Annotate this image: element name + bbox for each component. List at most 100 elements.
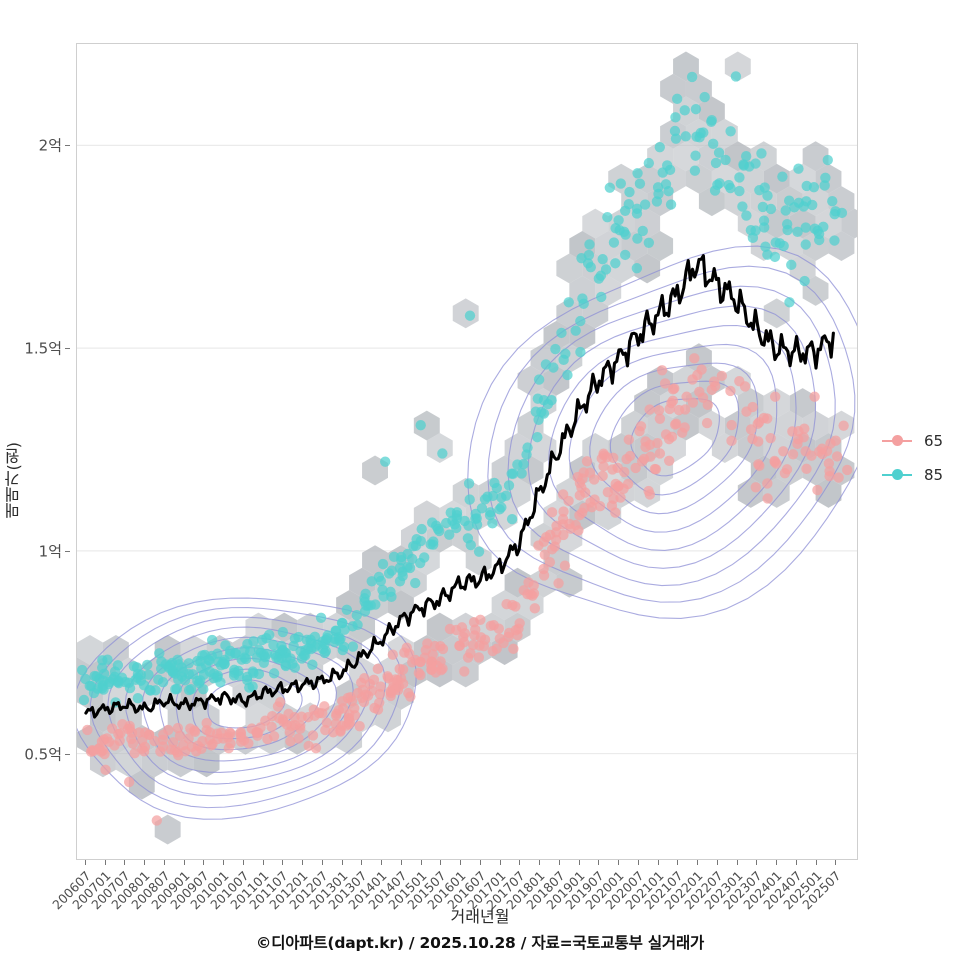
scatter-point [792, 438, 803, 450]
scatter-point [738, 160, 749, 171]
scatter-point [100, 764, 111, 776]
scatter-point [799, 423, 810, 434]
scatter-point [726, 435, 737, 447]
scatter-point [784, 297, 795, 308]
legend: 65 85 [882, 424, 960, 492]
scatter-point [645, 451, 656, 462]
scatter-point [157, 677, 169, 688]
density-contour [527, 305, 817, 569]
scatter-point [699, 91, 710, 103]
hexbin-cell [634, 253, 661, 284]
scatter-point [696, 364, 707, 375]
scatter-point [374, 688, 386, 700]
scatter-point [653, 188, 664, 200]
scatter-point [285, 736, 296, 747]
hexbin-cell [556, 253, 583, 284]
scatter-point [225, 728, 236, 739]
scatter-point [747, 401, 758, 413]
scatter-point [473, 546, 485, 557]
hexbin-cell [673, 141, 699, 172]
y-axis-title-text: 매매가(원) [4, 441, 23, 519]
scatter-point [623, 434, 634, 445]
chart-caption: ©디아파트(dapt.kr) / 2025.10.28 / 자료=국토교통부 실… [255, 934, 705, 952]
scatter-point [558, 506, 569, 517]
scatter-point [315, 612, 327, 623]
x-tick-mark [519, 860, 521, 865]
scatter-point [518, 458, 529, 470]
scatter-point [814, 234, 825, 246]
scatter-point [143, 669, 154, 680]
x-tick-mark [262, 860, 264, 865]
scatter-point [451, 513, 462, 524]
scatter-point [351, 610, 362, 621]
density-contour [630, 398, 720, 477]
scatter-point [750, 482, 761, 493]
legend-item-85[interactable]: 85 [882, 458, 960, 492]
scatter-point [451, 522, 462, 534]
scatter-point [781, 218, 793, 230]
scatter-point [268, 639, 279, 651]
scatter-point [258, 657, 270, 668]
hexbin-cell [802, 455, 829, 486]
scatter-point [516, 468, 527, 479]
legend-item-65[interactable]: 65 [882, 424, 960, 458]
scatter-point [78, 694, 90, 706]
scatter-point [750, 225, 761, 236]
scatter-point [740, 151, 752, 162]
scatter-point [253, 668, 265, 680]
scatter-point [620, 249, 631, 261]
scatter-point [604, 182, 616, 193]
scatter-point [77, 664, 88, 676]
scatter-point [548, 362, 559, 373]
scatter-point [233, 665, 244, 677]
hexbin-cell [128, 769, 155, 800]
scatter-point [437, 643, 449, 655]
scatter-point [428, 536, 439, 547]
scatter-point [366, 685, 378, 696]
x-tick-mark [756, 860, 758, 865]
scatter-point [798, 432, 809, 443]
scatter-point [380, 456, 391, 467]
y-tick-label: 1억 [38, 542, 62, 561]
scatter-point [563, 297, 574, 308]
scatter-point [150, 685, 161, 696]
scatter-point [317, 708, 328, 719]
legend-label-65: 65 [924, 432, 944, 450]
scatter-point [397, 570, 408, 582]
scatter-point [580, 487, 591, 498]
scatter-point [583, 249, 595, 261]
scatter-layer-65 [82, 353, 853, 826]
scatter-point [491, 482, 503, 494]
scatter-point [667, 384, 679, 395]
scatter-point [272, 701, 284, 712]
scatter-point [503, 480, 515, 491]
scatter-point [660, 378, 671, 389]
x-tick-mark [84, 860, 86, 865]
scatter-point [473, 652, 485, 663]
scatter-point [680, 131, 691, 142]
scatter-point [819, 180, 830, 191]
scatter-point [588, 474, 600, 485]
legend-label-85: 85 [924, 466, 944, 484]
scatter-point [178, 739, 189, 751]
scatter-point [123, 776, 135, 788]
scatter-point [575, 346, 586, 358]
scatter-point [98, 668, 110, 679]
scatter-point [800, 222, 811, 233]
scatter-point [762, 413, 773, 424]
scatter-point [427, 649, 438, 660]
scatter-point [352, 619, 363, 631]
scatter-point [643, 157, 655, 169]
scatter-point [827, 196, 838, 207]
scatter-point [573, 525, 584, 536]
scatter-point [359, 673, 370, 684]
scatter-point [406, 553, 418, 565]
scatter-point [734, 172, 745, 183]
x-tick-mark [420, 860, 422, 865]
scatter-point [838, 420, 849, 431]
scatter-point [577, 293, 588, 304]
scatter-point [793, 163, 804, 174]
scatter-point [277, 644, 288, 655]
scatter-point [780, 205, 791, 216]
scatter-point [770, 391, 781, 402]
